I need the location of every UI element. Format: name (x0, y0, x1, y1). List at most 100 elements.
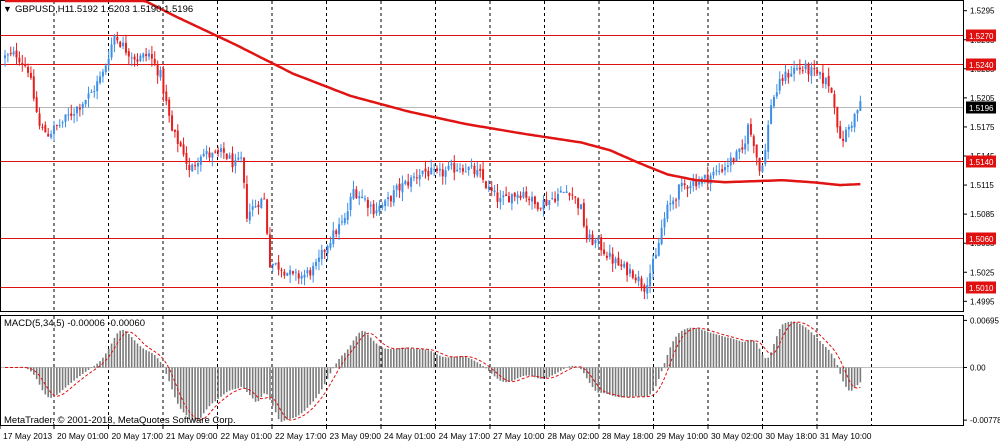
candle-body (772, 96, 775, 107)
ohlc-label: 1.5192 1.5203 1.5190 1.5196 (69, 4, 193, 15)
candle-body (738, 148, 741, 152)
candle-body (600, 237, 603, 251)
candle-body (142, 53, 145, 58)
candle-body (21, 62, 24, 65)
current-price-tag-label: 1.5196 (969, 104, 994, 113)
candle-body (202, 153, 205, 157)
candle-body (58, 125, 61, 127)
candle-body (626, 262, 629, 276)
candle-body (444, 170, 447, 177)
candle-body (415, 177, 418, 179)
candle-body (735, 151, 738, 162)
candle-body (257, 204, 260, 208)
candle-body (191, 164, 194, 172)
candle-body (571, 194, 574, 196)
candle-body (421, 170, 424, 175)
candle-body (640, 278, 643, 287)
candle-body (173, 129, 176, 132)
candle-body (32, 76, 35, 99)
macd-axis-label: -0.00778 (970, 416, 1000, 425)
candle-body (205, 150, 208, 155)
candle-body (398, 183, 401, 191)
time-axis-label: 31 May 10:00 (820, 431, 872, 441)
candle-body (395, 185, 398, 190)
candle-body (764, 150, 767, 164)
candle-body (516, 194, 519, 198)
candle-body (251, 206, 254, 210)
candle-body (836, 106, 839, 128)
candle-body (767, 124, 770, 152)
candle-body (790, 73, 793, 77)
candle-body (749, 124, 752, 135)
candle-body (804, 63, 807, 70)
candle-body (84, 99, 87, 105)
candle-body (775, 92, 778, 97)
candle-body (133, 56, 136, 60)
macd-signal-line (5, 321, 861, 421)
time-axis-label: 23 May 09:00 (330, 431, 382, 441)
candle-body (124, 42, 127, 53)
candle-body (801, 70, 804, 72)
candle-body (502, 195, 505, 198)
candle-body (611, 254, 614, 264)
macd-axis-label: 0.00695 (970, 316, 999, 325)
candle-body (663, 218, 666, 228)
candle-body (64, 114, 67, 122)
candle-body (657, 243, 660, 256)
macd-panel-frame (0, 315, 964, 426)
candle-body (300, 275, 303, 279)
candle-body (384, 200, 387, 207)
macd-axis-label: 0.00 (970, 363, 986, 372)
candle-body (364, 198, 366, 200)
candle-body (718, 170, 721, 173)
candle-body (729, 157, 732, 166)
candle-body (286, 273, 289, 276)
time-axis-label: 30 May 18:00 (766, 431, 818, 441)
candle-body (427, 170, 430, 177)
candle-body (533, 196, 536, 205)
candle-body (807, 63, 810, 75)
candle-body (93, 91, 96, 93)
candle-body (392, 190, 395, 203)
candle-body (24, 64, 27, 67)
candle-body (412, 176, 415, 178)
candle-body (479, 168, 482, 171)
candle-body (608, 252, 611, 257)
copyright-text: MetaTrader, © 2001-2013, MetaQuotes Soft… (4, 415, 236, 426)
candle-body (436, 168, 438, 171)
candle-body (453, 163, 456, 173)
time-axis-label: 24 May 17:00 (439, 431, 491, 441)
candle-body (839, 126, 842, 139)
candle-body (119, 41, 122, 47)
candle-body (176, 130, 179, 144)
candle-body (493, 190, 496, 193)
candle-body (539, 207, 542, 209)
candle-body (755, 144, 758, 158)
candle-body (499, 198, 502, 203)
symbol-dropdown-icon[interactable]: ▼ (3, 4, 12, 14)
candle-body (303, 274, 306, 278)
candle-body (326, 245, 329, 254)
price-axis-label: 1.5295 (970, 7, 995, 16)
candle-body (361, 196, 364, 199)
candle-body (214, 151, 217, 153)
candle-body (148, 53, 150, 57)
candle-body (441, 169, 444, 177)
candle-body (101, 71, 104, 77)
candle-body (551, 198, 554, 200)
candle-body (44, 125, 47, 133)
candle-body (487, 186, 490, 189)
candle-body (643, 285, 646, 292)
candle-body (145, 54, 148, 56)
candle-body (724, 167, 726, 171)
candle-body (461, 168, 464, 172)
candle-body (758, 157, 761, 172)
candle-body (340, 221, 343, 223)
price-level-tag-label: 1.5060 (969, 235, 994, 244)
candle-body (410, 177, 413, 187)
price-axis-label: 1.4995 (970, 297, 995, 306)
candle-body (52, 125, 55, 134)
candle-body (565, 191, 568, 194)
candle-body (90, 91, 93, 93)
candle-body (747, 124, 750, 144)
